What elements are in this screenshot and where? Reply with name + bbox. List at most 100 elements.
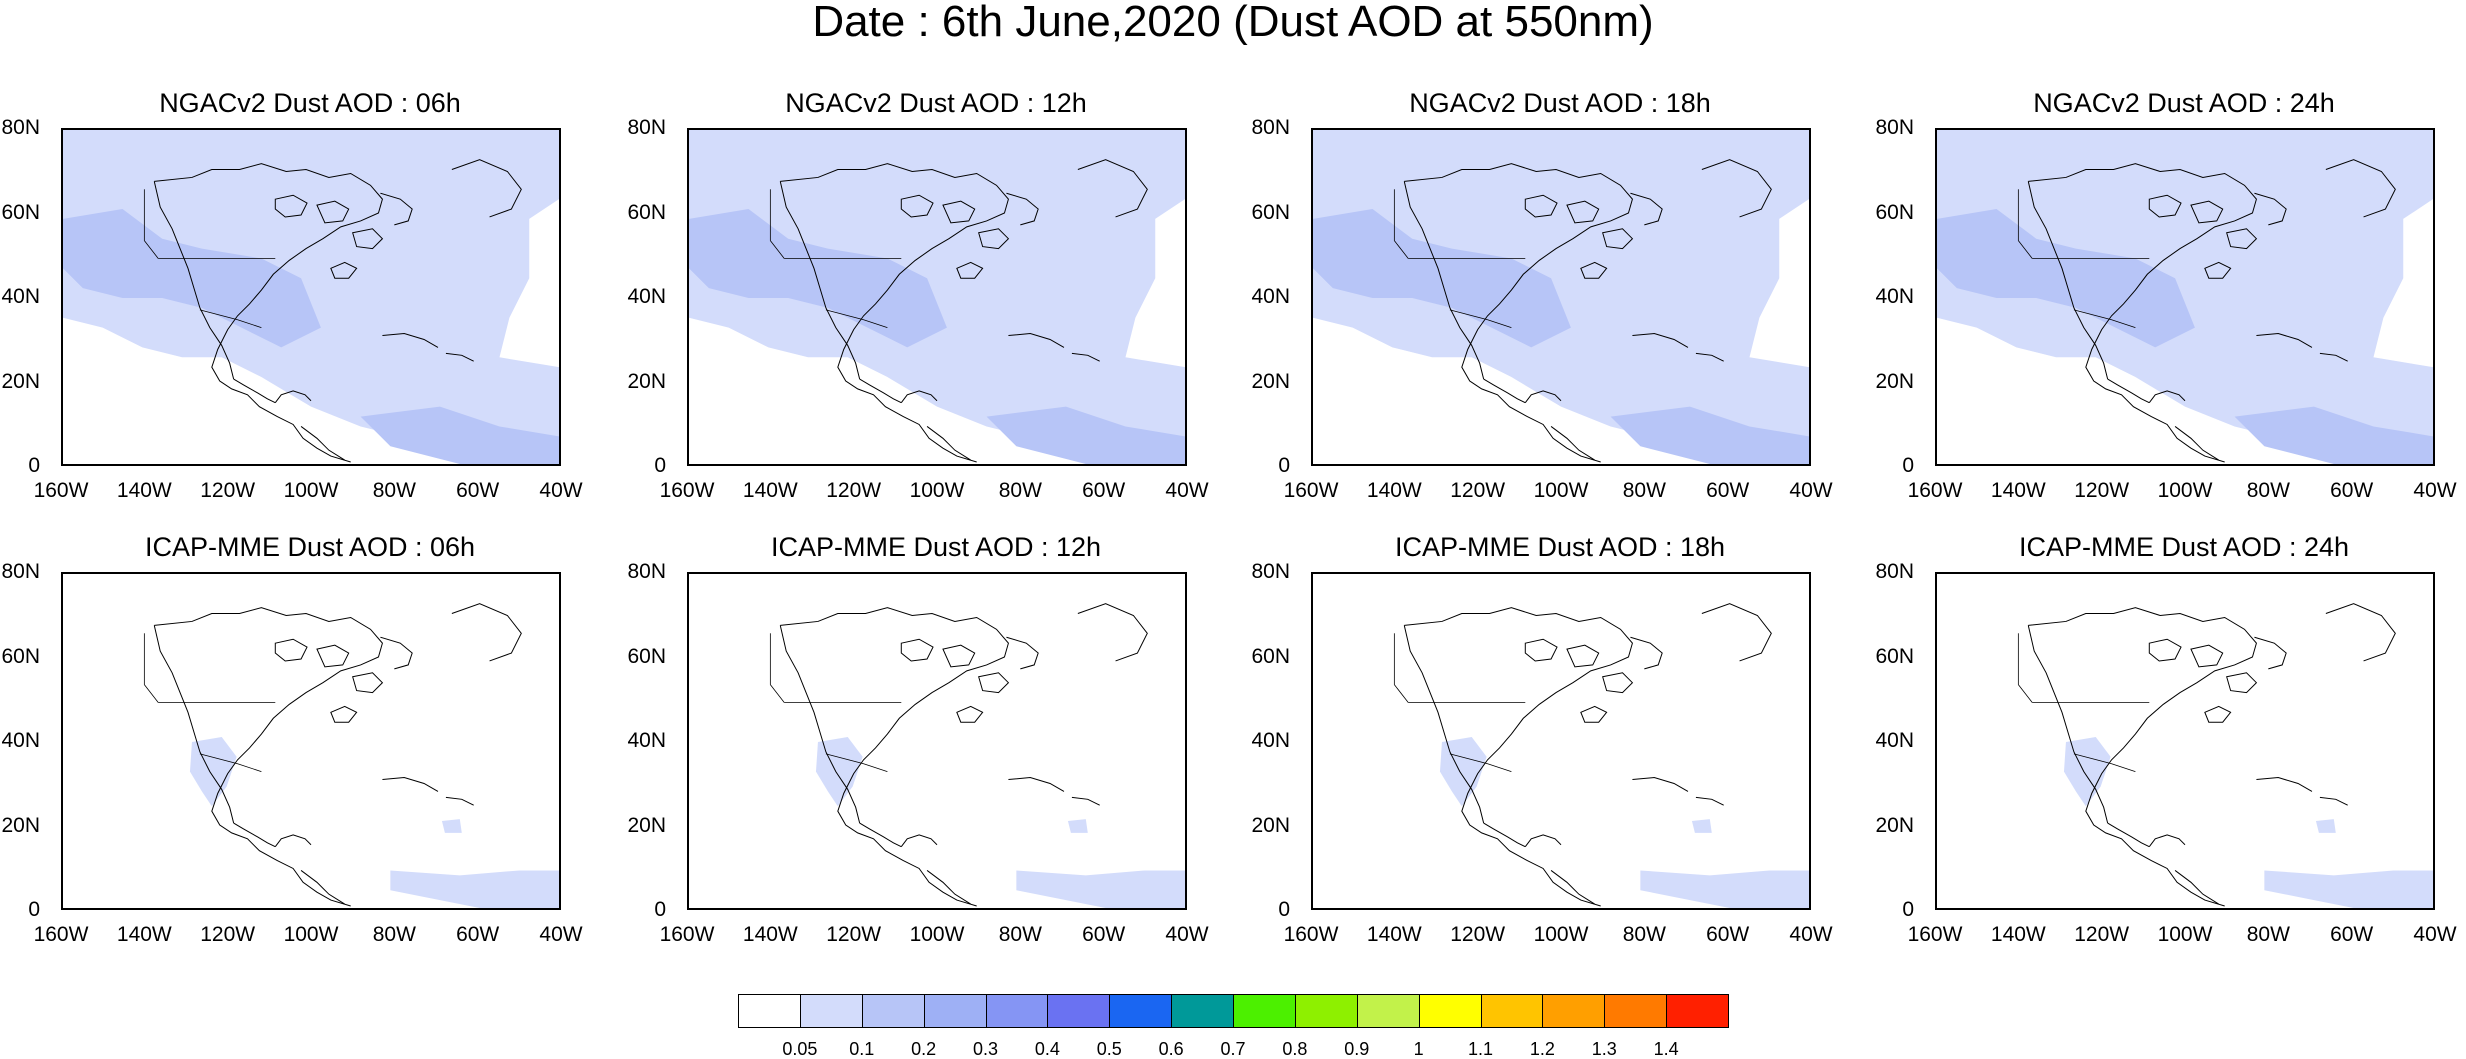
lat-tick-label: 60N xyxy=(1,644,40,668)
lon-tick-label: 160W xyxy=(659,923,715,946)
colorbar-swatch xyxy=(1418,994,1482,1028)
coastline xyxy=(2107,378,2150,404)
dust-aod-region xyxy=(2234,406,2433,464)
coastline xyxy=(300,870,345,905)
coastline xyxy=(1550,426,1595,461)
coastline xyxy=(300,426,345,461)
lon-tick-label: 60W xyxy=(456,923,500,946)
colorbar-swatch xyxy=(1294,994,1358,1028)
lon-tick-label: 140W xyxy=(1990,479,2046,502)
country-border xyxy=(825,753,888,773)
country-border xyxy=(144,240,159,259)
colorbar-swatch xyxy=(861,994,925,1028)
panel-title: NGACv2 Dust AOD : 12h xyxy=(785,88,1087,118)
colorbar-swatch xyxy=(923,994,987,1028)
coastline xyxy=(1077,159,1148,218)
map-canvas xyxy=(1937,130,2433,464)
map-panel: ICAP-MME Dust AOD : 06h 80N 60N 40N 20N 0 160W… xyxy=(0,532,620,952)
coastline xyxy=(1602,228,1634,250)
lat-tick-label: 20N xyxy=(1251,369,1290,393)
lat-tick-label: 20N xyxy=(1251,813,1290,837)
lat-tick-label: 0 xyxy=(1902,454,1914,477)
lat-tick-label: 80N xyxy=(1,116,40,139)
panel-title: NGACv2 Dust AOD : 24h xyxy=(2033,88,2335,118)
coastline xyxy=(1008,333,1065,348)
dust-aod-region xyxy=(1313,209,1571,348)
coastline xyxy=(1550,870,1595,905)
coastline xyxy=(2319,796,2348,806)
coastline xyxy=(2204,705,2232,723)
lon-tick-label: 120W xyxy=(200,479,256,502)
lat-tick-label: 0 xyxy=(1902,898,1914,921)
coastline xyxy=(445,796,474,806)
coastline xyxy=(380,192,413,226)
lat-tick-label: 40N xyxy=(1875,729,1914,752)
colorbar-swatch xyxy=(1542,994,1606,1028)
lon-tick-label: 40W xyxy=(2413,479,2457,502)
coastline xyxy=(1483,378,1526,404)
colorbar-swatch xyxy=(1356,994,1420,1028)
lon-tick-label: 80W xyxy=(998,923,1042,946)
coastline xyxy=(1483,822,1526,848)
coastline xyxy=(2190,200,2224,224)
lat-tick-label: 60N xyxy=(1251,200,1290,224)
coastline xyxy=(956,705,984,723)
lon-tick-label: 160W xyxy=(1907,479,1963,502)
lat-tick-label: 0 xyxy=(654,898,666,921)
coastline xyxy=(1580,261,1608,279)
country-border xyxy=(2073,753,2136,773)
coastline xyxy=(900,194,934,218)
lat-tick-label: 60N xyxy=(627,200,666,224)
map-panel: NGACv2 Dust AOD : 12h 80N 60N 40N 20N 0 160W 14… xyxy=(626,88,1246,508)
dust-aod-region xyxy=(1691,819,1712,833)
country-border xyxy=(199,753,262,773)
lat-tick-label: 40N xyxy=(1,729,40,752)
dust-aod-region xyxy=(1640,870,1809,908)
colorbar-swatch xyxy=(1171,994,1234,1028)
colorbar-label: 1.1 xyxy=(1467,1039,1494,1059)
coastline xyxy=(2174,870,2219,905)
coastline xyxy=(153,625,235,824)
coastline xyxy=(1630,192,1663,226)
lon-tick-label: 80W xyxy=(372,479,416,502)
coastline xyxy=(942,200,976,224)
lon-tick-label: 160W xyxy=(1283,923,1339,946)
country-border xyxy=(1449,753,1512,773)
coastline xyxy=(316,200,350,224)
lon-tick-label: 160W xyxy=(1283,479,1339,502)
map-frame xyxy=(1935,572,2435,910)
coastline xyxy=(2148,834,2186,848)
colorbar-label: 0.5 xyxy=(1096,1039,1122,1059)
country-border xyxy=(770,240,785,259)
lon-tick-label: 160W xyxy=(659,479,715,502)
coastline xyxy=(2148,638,2182,662)
colorbar-label: 0.8 xyxy=(1282,1039,1308,1059)
coastline xyxy=(2028,163,2257,463)
coastline xyxy=(154,607,383,907)
lat-tick-label: 40N xyxy=(1,285,40,308)
colorbar-label: 0.05 xyxy=(782,1039,818,1059)
country-border xyxy=(2018,240,2033,259)
dust-aod-region xyxy=(1610,406,1809,464)
lon-tick-label: 40W xyxy=(2413,923,2457,946)
colorbar-label: 0.6 xyxy=(1158,1039,1184,1059)
coastline xyxy=(1006,192,1039,226)
country-border xyxy=(199,309,262,329)
map-frame xyxy=(1935,128,2435,466)
lon-tick-label: 140W xyxy=(1990,923,2046,946)
colorbar xyxy=(738,994,1729,1030)
colorbar-swatch xyxy=(1047,994,1111,1028)
lon-tick-label: 40W xyxy=(1165,479,1209,502)
dust-aod-region xyxy=(1313,130,1809,464)
panel-title: ICAP-MME Dust AOD : 24h xyxy=(2018,532,2350,562)
lon-tick-label: 100W xyxy=(283,479,339,502)
coastline xyxy=(1580,705,1608,723)
country-border xyxy=(1394,684,1409,703)
coastline xyxy=(1566,200,1600,224)
coastline xyxy=(2148,390,2186,404)
dust-aod-region xyxy=(1067,819,1088,833)
coastline xyxy=(382,333,439,348)
lon-tick-label: 80W xyxy=(2246,923,2290,946)
lon-tick-label: 40W xyxy=(1165,923,1209,946)
coastline xyxy=(779,181,861,380)
